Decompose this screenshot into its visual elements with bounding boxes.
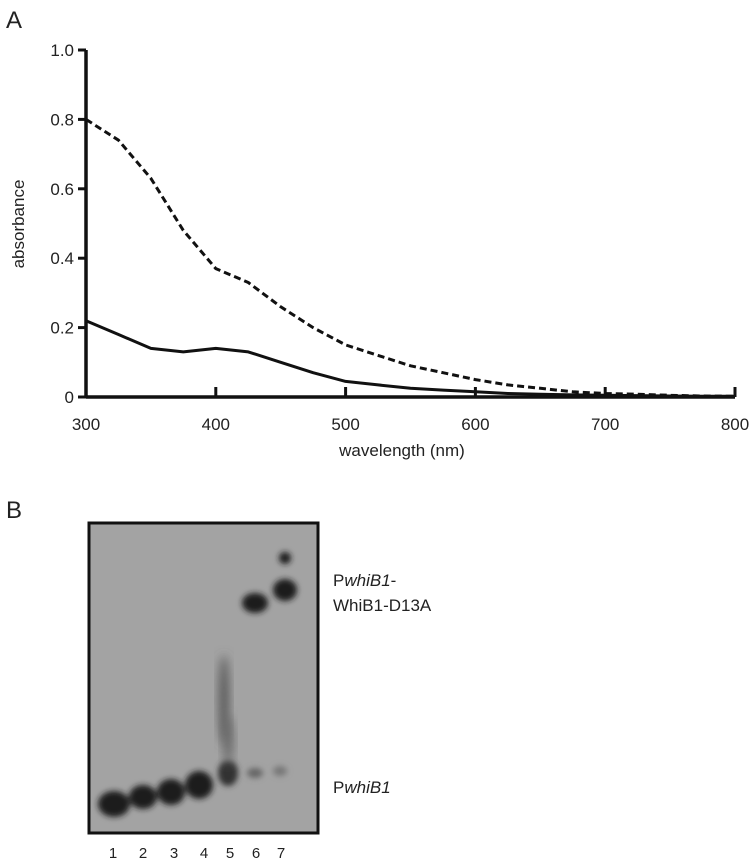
x-tick-label: 600 bbox=[461, 415, 489, 434]
lane-label: 2 bbox=[139, 845, 147, 860]
label-part: whiB1 bbox=[344, 571, 390, 590]
lane-label: 6 bbox=[252, 845, 260, 860]
label-part: - bbox=[391, 571, 397, 590]
x-tick-label: 500 bbox=[331, 415, 359, 434]
y-tick-label: 1.0 bbox=[50, 41, 74, 60]
label-part: P bbox=[333, 571, 344, 590]
y-tick-label: 0.8 bbox=[50, 110, 74, 129]
series-line bbox=[85, 319, 735, 398]
series-line bbox=[85, 118, 736, 398]
label-part: P bbox=[333, 778, 344, 797]
y-axis-label: absorbance bbox=[9, 180, 28, 269]
lane-label: 7 bbox=[277, 845, 285, 860]
lane-label: 1 bbox=[109, 845, 117, 860]
lane-labels: 1 2 3 4 5 6 7 bbox=[109, 845, 285, 862]
label-part: whiB1 bbox=[344, 778, 390, 797]
plot: 0 0.2 0.4 0.6 0.8 1.0 300 400 500 600 700 800 bbox=[50, 41, 749, 434]
y-tick-label: 0 bbox=[65, 388, 74, 407]
lane-label: 5 bbox=[226, 845, 234, 860]
panel-label: A bbox=[6, 7, 22, 34]
y-tick-label: 0.2 bbox=[50, 319, 74, 338]
lane-label: 3 bbox=[170, 845, 178, 860]
complex-label: PwhiB1- bbox=[333, 571, 396, 590]
y-tick-label: 0.4 bbox=[50, 249, 74, 268]
complex-label: WhiB1-D13A bbox=[333, 596, 432, 615]
x-tick-label: 700 bbox=[591, 415, 619, 434]
x-axis-label: wavelength (nm) bbox=[338, 441, 465, 460]
x-tick-label: 400 bbox=[202, 415, 230, 434]
x-tick-label: 300 bbox=[72, 415, 100, 434]
lane-label: 4 bbox=[200, 845, 208, 860]
x-tick-label: 800 bbox=[721, 415, 749, 434]
gel bbox=[87, 521, 320, 835]
y-tick-label: 0.6 bbox=[50, 180, 74, 199]
free-label: PwhiB1 bbox=[333, 778, 391, 797]
panel-label: B bbox=[6, 497, 22, 524]
